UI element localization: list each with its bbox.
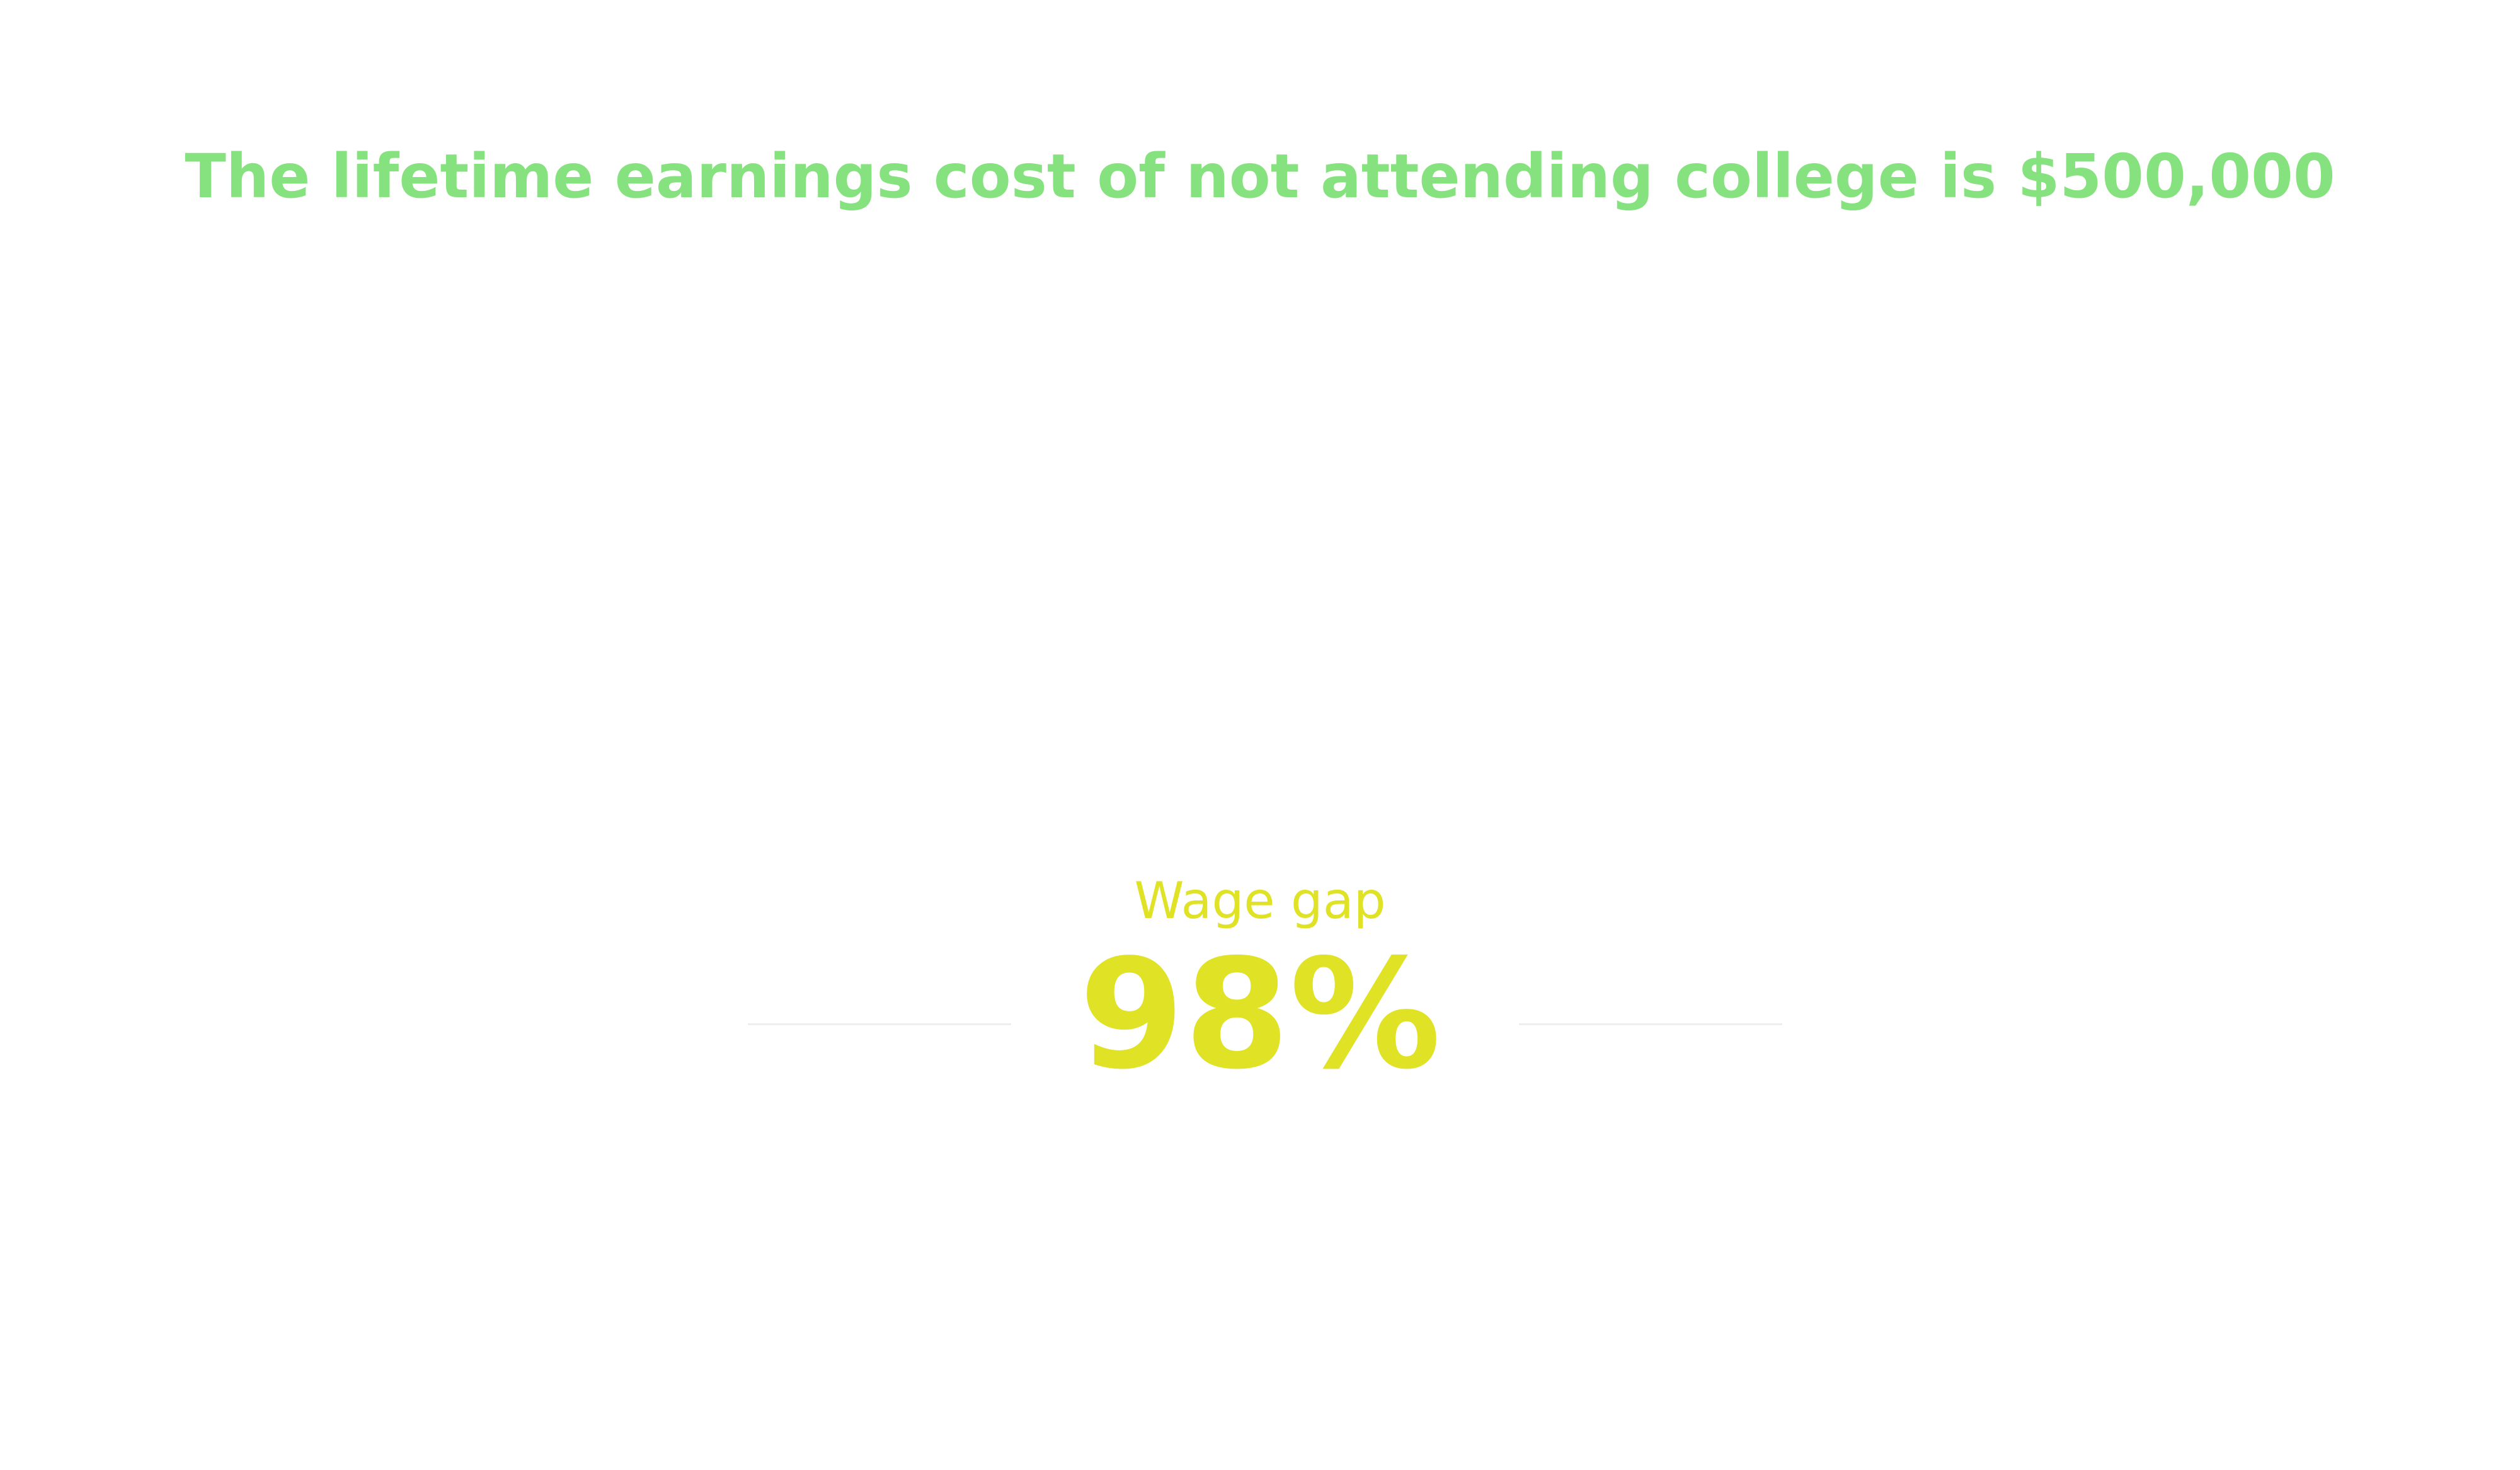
stat-value: 98% — [1079, 926, 1441, 1103]
divider-right — [1519, 1023, 1782, 1025]
divider-left — [748, 1023, 1011, 1025]
stat-block: Wage gap 98% — [0, 870, 2520, 1109]
stat-label: Wage gap — [1134, 871, 1386, 930]
headline: The lifetime earnings cost of not attend… — [185, 141, 2335, 212]
